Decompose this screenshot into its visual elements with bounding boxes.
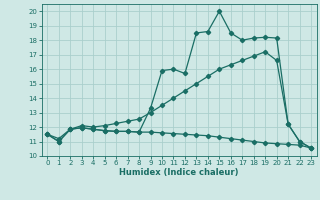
X-axis label: Humidex (Indice chaleur): Humidex (Indice chaleur) [119, 168, 239, 177]
